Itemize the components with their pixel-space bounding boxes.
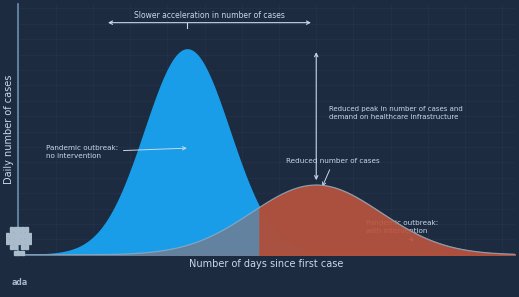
Bar: [6, 239, 9, 244]
Bar: [25, 239, 28, 244]
Text: Pandemic outbreak:
with intervention: Pandemic outbreak: with intervention: [366, 220, 438, 241]
Bar: [25, 233, 28, 238]
Bar: [17, 251, 20, 255]
Bar: [21, 245, 24, 249]
Bar: [29, 233, 32, 238]
Y-axis label: Daily number of cases: Daily number of cases: [4, 75, 14, 184]
Bar: [10, 239, 13, 244]
Bar: [25, 227, 28, 232]
Text: Pandemic outbreak:
no intervention: Pandemic outbreak: no intervention: [46, 145, 186, 159]
X-axis label: Number of days since first case: Number of days since first case: [189, 259, 344, 269]
Text: Reduced number of cases: Reduced number of cases: [286, 159, 380, 186]
Bar: [13, 233, 17, 238]
Text: Slower acceleration in number of cases: Slower acceleration in number of cases: [134, 11, 285, 20]
Bar: [25, 245, 28, 249]
Bar: [17, 239, 20, 244]
Bar: [6, 233, 9, 238]
Bar: [13, 251, 17, 255]
Bar: [10, 227, 13, 232]
Bar: [29, 239, 32, 244]
Bar: [10, 245, 13, 249]
Text: ada: ada: [11, 278, 28, 287]
Bar: [21, 233, 24, 238]
Bar: [17, 233, 20, 238]
Bar: [17, 227, 20, 232]
Bar: [13, 245, 17, 249]
Text: Reduced peak in number of cases and
demand on healthcare infrastructure: Reduced peak in number of cases and dema…: [329, 106, 462, 120]
Bar: [10, 233, 13, 238]
Bar: [21, 239, 24, 244]
Bar: [13, 227, 17, 232]
Bar: [13, 239, 17, 244]
Bar: [21, 227, 24, 232]
Bar: [21, 251, 24, 255]
